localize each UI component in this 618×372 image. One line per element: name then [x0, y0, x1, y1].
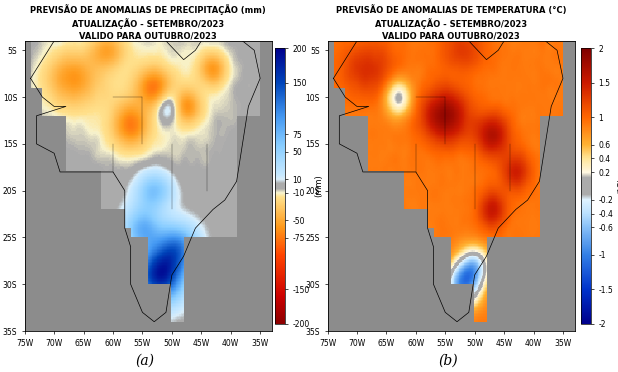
Text: (a): (a)	[136, 353, 154, 368]
Y-axis label: (mm): (mm)	[314, 174, 323, 198]
Title: PREVISÃO DE ANOMALIAS DE PRECIPITAÇÃO (mm)
ATUALIZAÇÃO - SETEMBRO/2023
VALIDO PA: PREVISÃO DE ANOMALIAS DE PRECIPITAÇÃO (m…	[30, 4, 266, 40]
Title: PREVISÃO DE ANOMALIAS DE TEMPERATURA (°C)
ATUALIZAÇÃO - SETEMBRO/2023
VALIDO PAR: PREVISÃO DE ANOMALIAS DE TEMPERATURA (°C…	[336, 6, 566, 40]
Text: (b): (b)	[438, 353, 458, 368]
